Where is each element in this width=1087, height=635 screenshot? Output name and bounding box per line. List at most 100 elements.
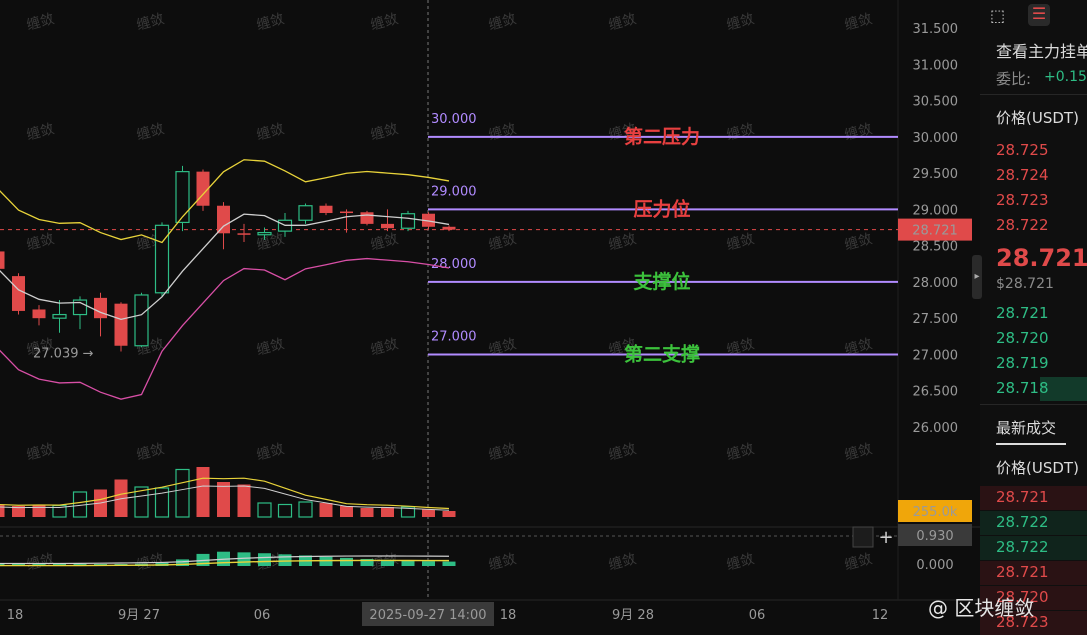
ask-price-row[interactable]: 28.722	[996, 216, 1049, 234]
latest-trades-title[interactable]: 最新成交	[996, 419, 1057, 437]
watermark-text: 缠敛	[487, 10, 518, 34]
watermark-text: 缠敛	[135, 550, 166, 574]
watermark-text: 缠敛	[369, 230, 400, 254]
volume-ma2-line	[0, 485, 450, 511]
y-tick-label: 27.000	[913, 348, 959, 363]
bid-price-row[interactable]: 28.720	[996, 329, 1049, 347]
panel-collapse-handle[interactable]: ▸	[972, 255, 982, 299]
watermark-text: 缠敛	[25, 120, 56, 144]
level-price-label: 28.000	[431, 257, 477, 272]
volume-bar-down	[12, 506, 25, 517]
panel-resize-button[interactable]	[852, 526, 874, 548]
x-tick-label: 9月 27	[118, 608, 160, 623]
bid-price-row[interactable]: 28.718	[996, 379, 1049, 397]
volume-bar-down	[442, 511, 456, 517]
trade-row-bg	[980, 611, 1087, 635]
add-indicator-icon[interactable]: +	[878, 527, 893, 548]
oscillator-bar	[381, 559, 394, 566]
bid-depth-bar	[1040, 377, 1087, 401]
candle-body-up	[175, 171, 190, 224]
watermark-text: 缠敛	[487, 440, 518, 464]
oscillator-bar	[319, 556, 333, 566]
low-price-marker: 27.039 →	[33, 347, 94, 362]
y-tick-label: 30.500	[913, 95, 959, 110]
volume-bar-down	[381, 507, 394, 517]
candle-body-down	[32, 309, 46, 319]
watermark-text: 缠敛	[607, 230, 638, 254]
watermark-text: 缠敛	[725, 440, 756, 464]
main-orders-title[interactable]: 查看主力挂单	[996, 42, 1087, 61]
oscillator-bar	[401, 560, 415, 566]
watermark-text: 缠敛	[369, 440, 400, 464]
watermark-text: 缠敛	[607, 440, 638, 464]
candle-body-down	[237, 233, 251, 235]
candle-body-down	[422, 213, 435, 227]
volume-tag-box	[898, 500, 972, 522]
bid-price-row[interactable]: 28.719	[996, 354, 1049, 372]
trade-row-bg	[980, 586, 1087, 610]
volume-bar-up	[175, 468, 190, 518]
bid-price-row[interactable]: 28.721	[996, 304, 1049, 322]
trade-price-row: 28.721	[996, 563, 1049, 581]
x-tick-label: 18	[500, 608, 517, 623]
watermark-text: 缠敛	[135, 10, 166, 34]
oscillator-line-1	[0, 555, 450, 565]
candle-body-down	[360, 212, 374, 224]
oscillator-tag-box	[898, 524, 972, 546]
watermark-text: 缠敛	[725, 10, 756, 34]
candle-body-up	[400, 213, 416, 229]
watermark-text: 缠敛	[369, 120, 400, 144]
x-tick-label: 06	[254, 608, 271, 623]
candle-body-down	[381, 223, 394, 229]
oscillator-bar	[258, 553, 271, 566]
trade-row-bg	[980, 511, 1087, 535]
volume-bar-up	[400, 506, 416, 518]
trade-price-row: 28.723	[996, 613, 1049, 631]
trade-price-row: 28.722	[996, 538, 1049, 556]
ask-price-row[interactable]: 28.725	[996, 141, 1049, 159]
volume-bar-down	[0, 504, 5, 517]
watermark-text: 缠敛	[725, 120, 756, 144]
expand-icon[interactable]: ⬚	[990, 6, 1006, 25]
watermark-text: 缠敛	[843, 120, 874, 144]
y-tick-label: 29.500	[913, 167, 959, 182]
crosshair-time-label: 2025-09-27 14:00	[369, 608, 486, 623]
oscillator-zero-label: 0.000	[916, 558, 953, 573]
candle-body-up	[154, 224, 170, 294]
level-price-label: 29.000	[431, 184, 477, 199]
y-tick-label: 26.500	[913, 385, 959, 400]
candle-body-down	[340, 211, 353, 214]
volume-bar-up	[298, 501, 313, 518]
watermark-text: 缠敛	[255, 440, 286, 464]
crosshair-time-box	[362, 602, 494, 626]
volume-bar-down	[237, 484, 251, 517]
orderbook-view-icon[interactable]: ☰	[1028, 4, 1050, 26]
watermark-text: 缠敛	[135, 120, 166, 144]
ask-price-row[interactable]: 28.724	[996, 166, 1049, 184]
watermark-text: 缠敛	[843, 440, 874, 464]
oscillator-bar	[176, 559, 189, 566]
watermark-text: 缠敛	[487, 120, 518, 144]
volume-bar-down	[319, 503, 333, 517]
ask-price-row[interactable]: 28.723	[996, 191, 1049, 209]
footer-watermark: @ 区块缠敛	[928, 596, 1035, 620]
candle-body-up	[298, 205, 313, 221]
oscillator-line-2	[0, 559, 450, 567]
watermark-text: 缠敛	[487, 230, 518, 254]
level-zone-label: 压力位	[633, 197, 690, 220]
watermark-text: 缠敛	[369, 335, 400, 359]
watermark-text: 缠敛	[25, 440, 56, 464]
trades-tab-underline	[996, 443, 1066, 445]
watermark-text: 缠敛	[487, 335, 518, 359]
watermark-text: 缠敛	[607, 335, 638, 359]
middle-band-line	[0, 213, 450, 321]
oscillator-bar	[278, 554, 292, 566]
candle-body-down	[114, 303, 128, 346]
oscillator-bar	[340, 557, 353, 566]
watermark-text: 缠敛	[725, 550, 756, 574]
oscillator-bar	[237, 552, 251, 566]
candle-body-down	[12, 276, 25, 311]
candle-body-up	[134, 294, 149, 347]
volume-bar-up	[277, 503, 293, 518]
